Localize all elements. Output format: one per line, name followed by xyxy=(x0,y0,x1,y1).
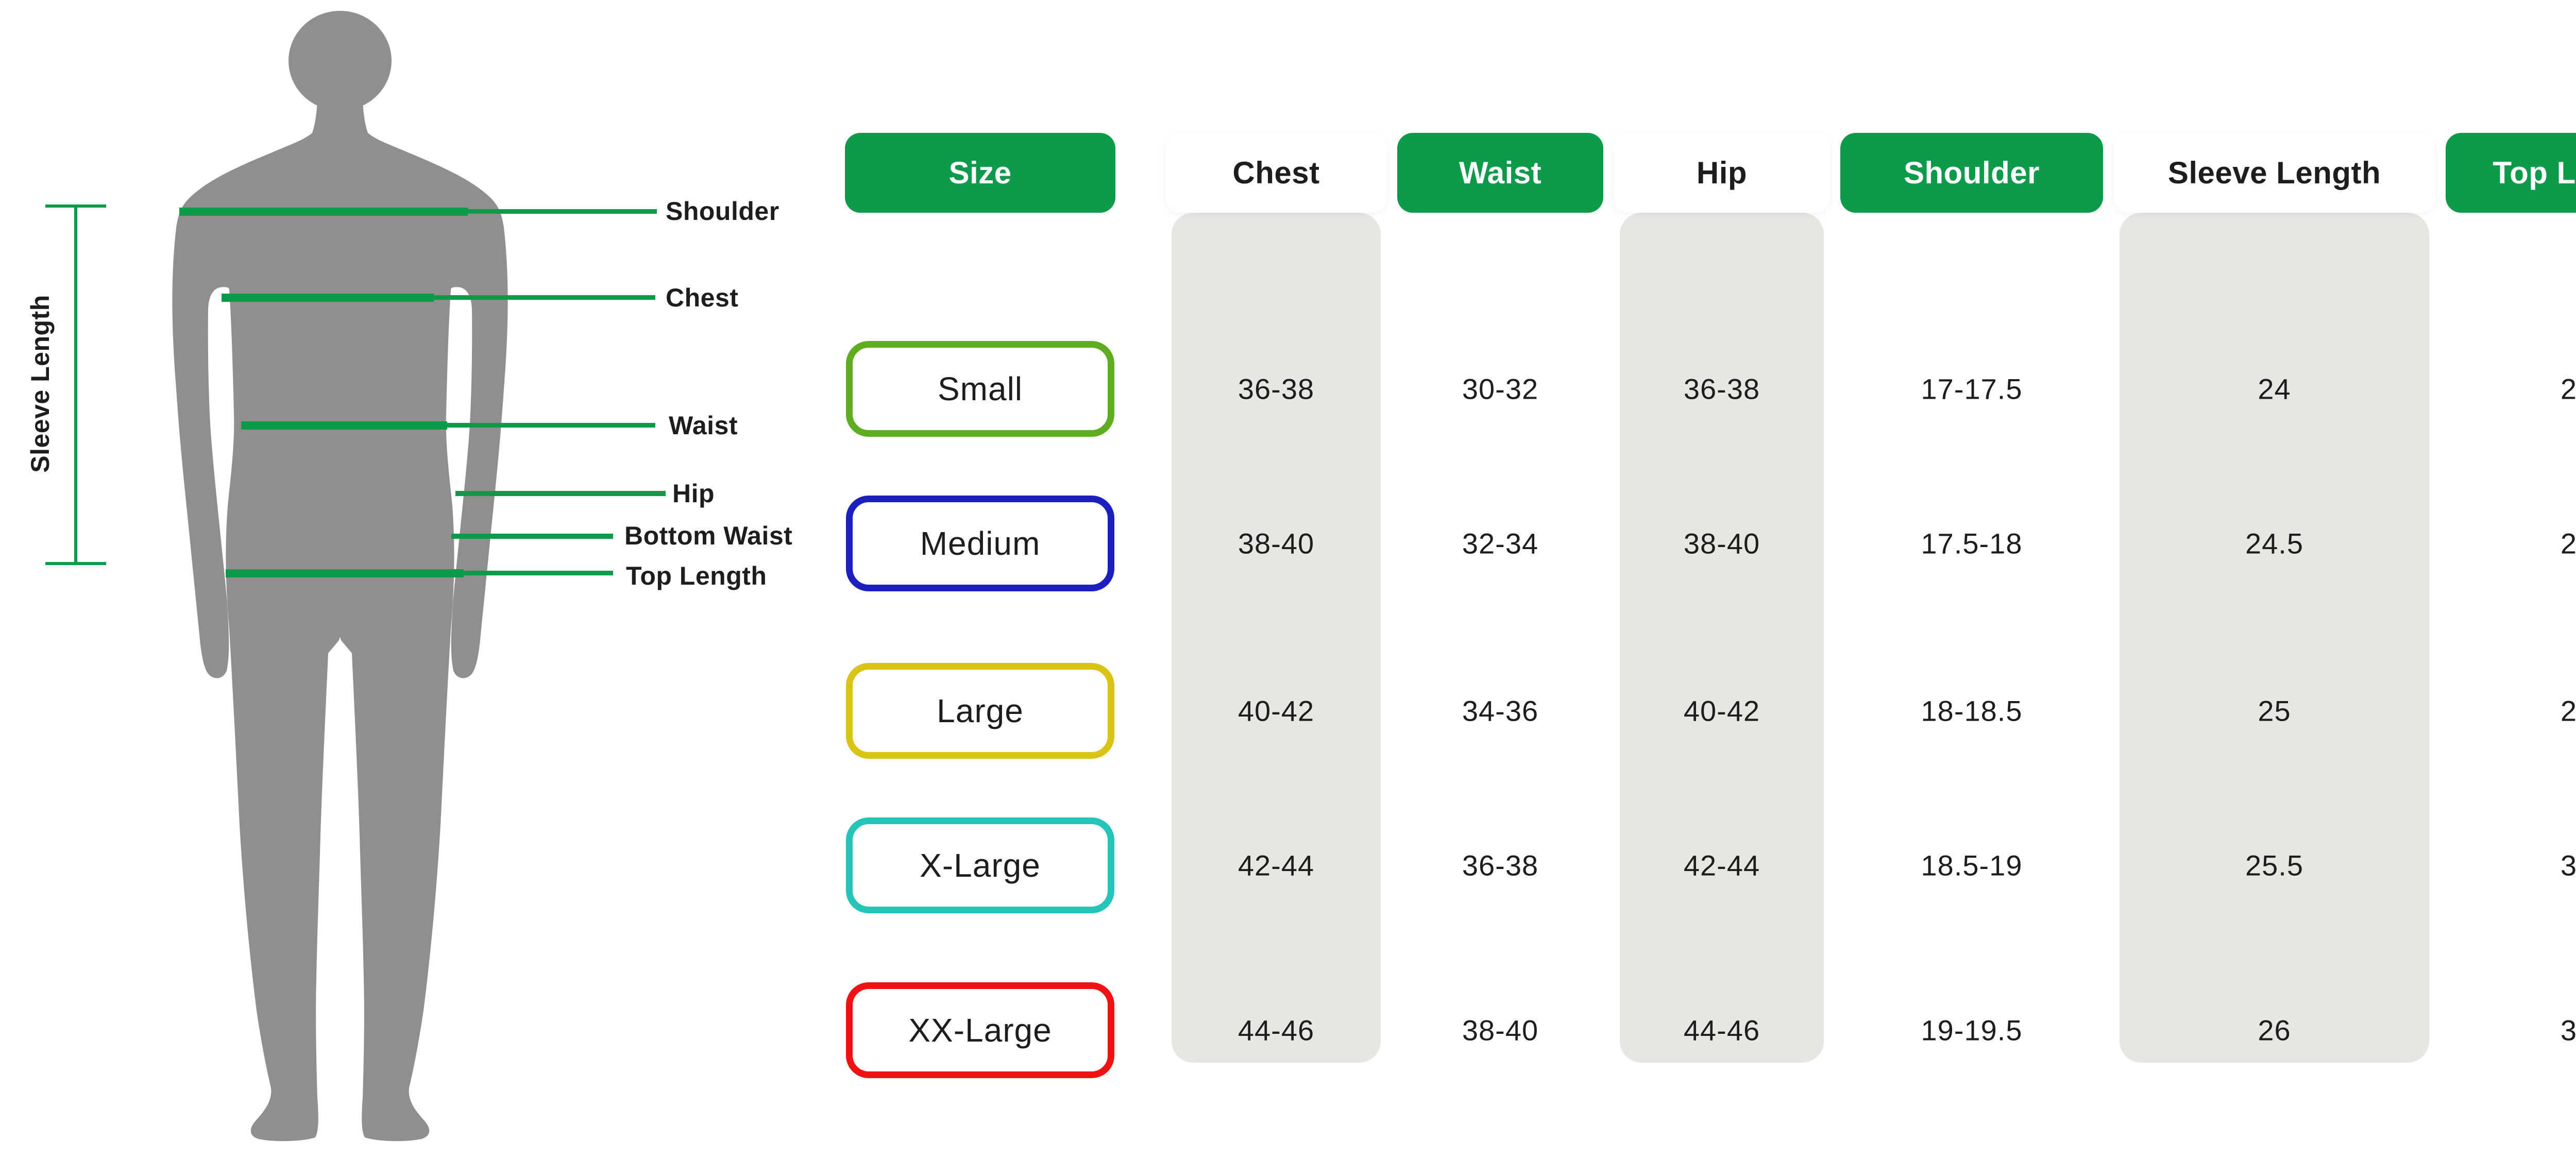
cell-top_length-row0: 27 xyxy=(2560,372,2576,405)
column-size: Size Small Medium Large X-Large XX-Large xyxy=(845,133,1115,1159)
sleeve-length-bracket-bottom-tick xyxy=(45,562,106,565)
column-shade-sleeve_length xyxy=(2120,213,2429,1063)
cell-sleeve_length-row4: 26 xyxy=(2258,1014,2291,1047)
column-header-top_length: Top Length xyxy=(2446,133,2576,213)
cell-hip-row4: 44-46 xyxy=(1683,1014,1760,1047)
cell-waist-row2: 34-36 xyxy=(1462,694,1539,727)
body-half-shape xyxy=(172,82,340,1141)
label-shoulder: Shoulder xyxy=(666,197,779,226)
waist-band xyxy=(241,421,447,430)
label-hip: Hip xyxy=(672,479,715,508)
label-bottom-waist: Bottom Waist xyxy=(624,521,793,550)
column-waist: Waist 30-32 32-34 34-36 36-38 38-40 xyxy=(1397,133,1603,1159)
cell-top_length-row3: 30 xyxy=(2560,849,2576,882)
cell-hip-row0: 36-38 xyxy=(1683,372,1760,405)
body-silhouette xyxy=(172,11,508,1141)
cell-sleeve_length-row0: 24 xyxy=(2258,372,2291,405)
size-button-large[interactable]: Large xyxy=(846,663,1114,759)
cell-shoulder-row2: 18-18.5 xyxy=(1921,694,2023,727)
label-chest: Chest xyxy=(666,283,739,312)
cell-waist-row1: 32-34 xyxy=(1462,527,1539,560)
column-header-shoulder: Shoulder xyxy=(1840,133,2103,213)
chest-leader-line xyxy=(433,295,655,300)
shoulder-band xyxy=(179,208,468,216)
bottom-waist-leader-line xyxy=(451,534,613,539)
column-chest: Chest 36-38 38-40 40-42 42-44 44-46 xyxy=(1165,133,1387,1159)
size-button-small[interactable]: Small xyxy=(846,341,1114,437)
chest-band xyxy=(222,294,434,302)
cell-sleeve_length-row2: 25 xyxy=(2258,694,2291,727)
column-shoulder: Shoulder 17-17.5 17.5-18 18-18.5 18.5-19 19-1… xyxy=(1840,133,2103,1159)
cell-sleeve_length-row3: 25.5 xyxy=(2245,849,2303,882)
cell-shoulder-row1: 17.5-18 xyxy=(1921,527,2023,560)
cell-chest-row0: 36-38 xyxy=(1238,372,1315,405)
cell-top_length-row2: 29 xyxy=(2560,694,2576,727)
sleeve-length-bracket-top-tick xyxy=(45,204,106,208)
cell-sleeve_length-row1: 24.5 xyxy=(2245,527,2303,560)
column-sleeve_length: Sleeve Length 24 24.5 25 25.5 26 xyxy=(2113,133,2435,1159)
cell-shoulder-row4: 19-19.5 xyxy=(1921,1014,2023,1047)
cell-shoulder-row0: 17-17.5 xyxy=(1921,372,2023,405)
shoulder-leader-line xyxy=(466,209,657,214)
column-header-hip: Hip xyxy=(1614,133,1830,213)
label-waist: Waist xyxy=(669,411,738,440)
column-top_length: Top Length 27 28 29 30 31 xyxy=(2446,133,2576,1159)
top-length-leader-line xyxy=(463,571,613,575)
column-header-waist: Waist xyxy=(1397,133,1603,213)
head-shape xyxy=(289,11,392,111)
size-button-xxlarge[interactable]: XX-Large xyxy=(846,982,1114,1078)
cell-waist-row4: 38-40 xyxy=(1462,1014,1539,1047)
cell-hip-row1: 38-40 xyxy=(1683,527,1760,560)
column-header-chest: Chest xyxy=(1165,133,1387,213)
size-button-xlarge[interactable]: X-Large xyxy=(846,817,1114,913)
hip-leader-line xyxy=(455,491,666,496)
cell-shoulder-row3: 18.5-19 xyxy=(1921,849,2023,882)
cell-chest-row2: 40-42 xyxy=(1238,694,1315,727)
waist-leader-line xyxy=(446,423,655,428)
cell-top_length-row4: 31 xyxy=(2560,1014,2576,1047)
column-shade-hip xyxy=(1620,213,1824,1063)
column-shade-chest xyxy=(1172,213,1381,1063)
cell-chest-row3: 42-44 xyxy=(1238,849,1315,882)
cell-waist-row3: 36-38 xyxy=(1462,849,1539,882)
cell-top_length-row1: 28 xyxy=(2560,527,2576,560)
column-hip: Hip 36-38 38-40 40-42 42-44 44-46 xyxy=(1614,133,1830,1159)
cell-hip-row3: 42-44 xyxy=(1683,849,1760,882)
cell-chest-row4: 44-46 xyxy=(1238,1014,1315,1047)
top-length-band xyxy=(226,569,464,577)
column-header-size: Size xyxy=(845,133,1115,213)
size-button-medium[interactable]: Medium xyxy=(846,496,1114,591)
cell-chest-row1: 38-40 xyxy=(1238,527,1315,560)
sleeve-length-bracket-line xyxy=(74,206,77,564)
label-top-length: Top Length xyxy=(626,561,767,590)
cell-hip-row2: 40-42 xyxy=(1683,694,1760,727)
cell-waist-row0: 30-32 xyxy=(1462,372,1539,405)
column-header-sleeve_length: Sleeve Length xyxy=(2113,133,2435,213)
